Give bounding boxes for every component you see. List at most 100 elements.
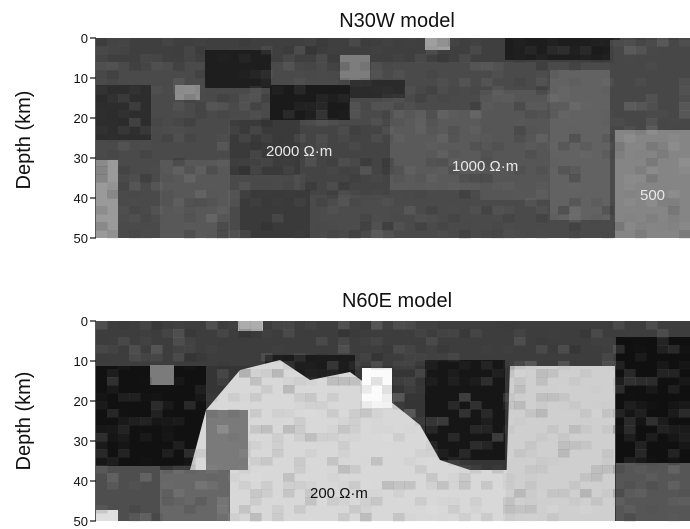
texture-cell <box>173 126 185 135</box>
panel-title: N30W model <box>339 10 455 32</box>
texture-cell <box>371 417 383 426</box>
texture-cell <box>514 505 526 514</box>
texture-cell <box>217 377 229 386</box>
texture-cell <box>129 190 141 199</box>
texture-cell <box>195 166 207 175</box>
resistivity-map: 200 Ω·m <box>96 321 690 522</box>
texture-cell <box>646 166 658 175</box>
texture-cell <box>492 369 504 378</box>
texture-cell <box>261 94 273 103</box>
texture-cell <box>118 214 130 223</box>
texture-cell <box>404 377 416 386</box>
texture-cell <box>261 329 273 338</box>
texture-cell <box>525 473 537 482</box>
texture-cell <box>481 158 493 167</box>
texture-cell <box>481 78 493 87</box>
texture-cell <box>624 46 636 55</box>
texture-cell <box>96 353 108 362</box>
texture-cell <box>657 425 669 434</box>
texture-cell <box>668 425 680 434</box>
texture-cell <box>239 102 251 111</box>
top-band <box>96 321 690 366</box>
texture-cell <box>107 190 119 199</box>
texture-cell <box>470 46 482 55</box>
texture-cell <box>426 345 438 354</box>
y-tick-label-40: 40 <box>74 191 88 206</box>
texture-cell <box>228 230 240 239</box>
texture-cell <box>668 198 680 207</box>
texture-cell <box>437 110 449 119</box>
texture-cell <box>239 158 251 167</box>
texture-cell <box>393 94 405 103</box>
texture-cell <box>569 401 581 410</box>
texture-cell <box>646 433 658 442</box>
texture-cell <box>173 86 185 95</box>
texture-cell <box>162 401 174 410</box>
texture-cell <box>338 230 350 239</box>
texture-cell <box>415 497 427 506</box>
texture-cell <box>151 513 163 522</box>
texture-cell <box>679 38 690 47</box>
texture-cell <box>635 345 647 354</box>
texture-cell <box>118 46 130 55</box>
texture-cell <box>624 513 636 522</box>
texture-cell <box>382 126 394 135</box>
texture-cell <box>360 62 372 71</box>
texture-cell <box>679 425 690 434</box>
texture-cell <box>679 142 690 151</box>
texture-cell <box>503 473 515 482</box>
texture-cell <box>536 78 548 87</box>
texture-cell <box>481 417 493 426</box>
texture-cell <box>547 489 559 498</box>
texture-cell <box>107 78 119 87</box>
texture-cell <box>371 337 383 346</box>
y-tick-label-30: 30 <box>74 151 88 166</box>
texture-cell <box>349 465 361 474</box>
texture-cell <box>272 134 284 143</box>
texture-cell <box>624 505 636 514</box>
texture-cell <box>239 465 251 474</box>
y-tick-label-10: 10 <box>74 354 88 369</box>
texture-cell <box>283 385 295 394</box>
texture-cell <box>316 118 328 127</box>
texture-cell <box>140 417 152 426</box>
y-tick-label-50: 50 <box>74 231 88 246</box>
texture-cell <box>129 345 141 354</box>
texture-cell <box>151 417 163 426</box>
texture-cell <box>393 401 405 410</box>
texture-cell <box>338 441 350 450</box>
y-tick-label-0: 0 <box>81 314 88 329</box>
texture-cell <box>426 481 438 490</box>
texture-cell <box>415 361 427 370</box>
texture-cell <box>404 353 416 362</box>
texture-cell <box>547 393 559 402</box>
texture-cell <box>107 38 119 47</box>
texture-cell <box>503 321 515 330</box>
texture-cell <box>250 353 262 362</box>
texture-cell <box>470 62 482 71</box>
texture-cell <box>129 417 141 426</box>
texture-cell <box>448 401 460 410</box>
texture-cell <box>107 230 119 239</box>
texture-cell <box>470 329 482 338</box>
texture-cell <box>316 222 328 231</box>
texture-cell <box>184 46 196 55</box>
texture-cell <box>316 94 328 103</box>
texture-cell <box>305 174 317 183</box>
texture-cell <box>525 505 537 514</box>
texture-cell <box>437 134 449 143</box>
texture-cell <box>151 118 163 127</box>
texture-cell <box>492 222 504 231</box>
texture-cell <box>382 361 394 370</box>
texture-cell <box>448 38 460 47</box>
texture-cell <box>338 465 350 474</box>
texture-cell <box>206 166 218 175</box>
texture-cell <box>360 457 372 466</box>
texture-cell <box>657 38 669 47</box>
texture-cell <box>613 409 625 418</box>
texture-cell <box>393 118 405 127</box>
texture-cell <box>151 329 163 338</box>
texture-cell <box>371 134 383 143</box>
texture-cell <box>338 361 350 370</box>
texture-cell <box>558 142 570 151</box>
